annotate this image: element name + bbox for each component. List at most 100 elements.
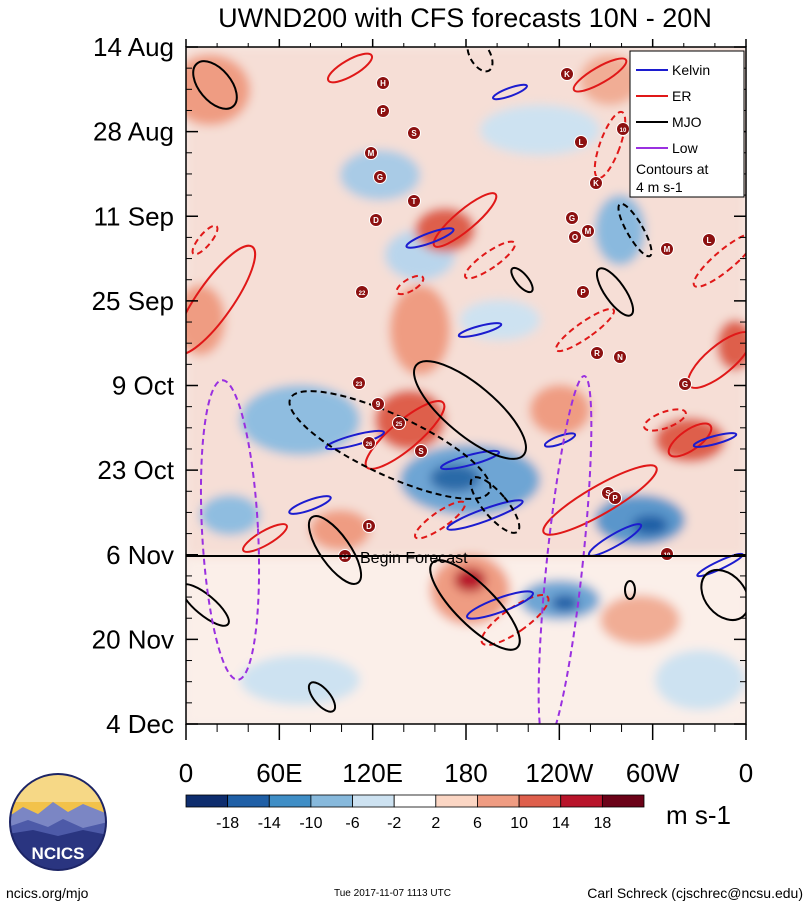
svg-text:D: D	[366, 522, 372, 531]
svg-text:K: K	[593, 179, 599, 188]
timestamp: Tue 2017-11-07 1113 UTC	[334, 888, 451, 899]
svg-text:29: 29	[342, 555, 349, 561]
colorbar-label: -18	[216, 815, 239, 832]
svg-text:M: M	[585, 227, 592, 236]
storm-marker: S	[414, 444, 428, 458]
colorbar-label: 10	[510, 815, 528, 832]
storm-marker: L	[702, 233, 716, 247]
storm-marker: K	[589, 176, 603, 190]
storm-marker: D	[362, 519, 376, 533]
legend-box	[629, 50, 745, 198]
svg-text:G: G	[377, 173, 383, 182]
er-contours-dashed	[191, 110, 746, 646]
colorbar-swatch	[352, 794, 395, 808]
legend-label-er: ER	[672, 88, 691, 104]
storm-marker: D	[369, 213, 383, 227]
x-tick-label: 60E	[256, 758, 302, 788]
legend-label-kelvin: Kelvin	[672, 62, 710, 78]
storm-marker: G	[565, 211, 579, 225]
colorbar-swatch	[227, 794, 270, 808]
y-tick-label: 9 Oct	[112, 371, 175, 401]
svg-text:S: S	[418, 447, 424, 456]
storm-marker: O	[568, 230, 582, 244]
svg-text:H: H	[380, 79, 386, 88]
svg-text:23: 23	[356, 382, 363, 388]
colorbar-unit: m s-1	[666, 800, 731, 830]
colorbar-swatch	[518, 794, 562, 808]
y-axis: 14 Aug 28 Aug 11 Sep 25 Sep 9 Oct 23 Oct 6 Nov…	[92, 32, 746, 739]
storm-marker: L	[574, 135, 588, 149]
svg-text:S: S	[605, 489, 611, 498]
storm-marker: G	[678, 377, 692, 391]
colorbar-label: -2	[387, 815, 401, 832]
colorbar-swatch	[435, 794, 478, 808]
y-tick-label: 11 Sep	[94, 201, 174, 231]
storm-marker: T	[407, 194, 421, 208]
x-tick-label: 120W	[525, 758, 593, 788]
svg-text:10: 10	[620, 128, 627, 134]
colorbar-swatch	[268, 794, 312, 808]
y-tick-label: 23 Oct	[97, 455, 174, 485]
x-tick-label: 0	[179, 758, 193, 788]
legend-label-low: Low	[672, 140, 699, 156]
svg-text:L: L	[707, 236, 712, 245]
low-contours	[199, 375, 593, 724]
storm-marker: P	[376, 104, 390, 118]
x-tick-label: 0	[739, 758, 753, 788]
author-credit: Carl Schreck (cjschrec@ncsu.edu)	[587, 885, 803, 901]
storm-marker: P	[608, 491, 622, 505]
colorbar-swatch	[185, 794, 229, 808]
colorbar-swatch	[393, 794, 437, 808]
storm-marker: M	[364, 146, 378, 160]
svg-text:O: O	[572, 233, 578, 242]
y-tick-label: 4 Dec	[106, 709, 174, 739]
ncics-logo: NCICS	[9, 773, 107, 871]
colorbar-label: -10	[299, 815, 322, 832]
y-tick-label: 14 Aug	[93, 32, 174, 62]
site-link[interactable]: ncics.org/mjo	[6, 885, 89, 901]
storm-marker: R	[590, 346, 604, 360]
storm-marker: G	[373, 170, 387, 184]
y-tick-label: 20 Nov	[92, 624, 174, 654]
storm-marker: 19	[660, 547, 674, 561]
colorbar-label: 2	[431, 815, 440, 832]
storm-marker: M	[660, 242, 674, 256]
x-tick-label: 180	[444, 758, 487, 788]
x-tick-label: 60W	[626, 758, 680, 788]
storm-marker: P	[576, 285, 590, 299]
svg-text:T: T	[412, 197, 417, 206]
svg-text:G: G	[569, 214, 575, 223]
storm-marker: 9	[371, 397, 385, 411]
storm-marker: H	[376, 76, 390, 90]
er-contours	[186, 52, 746, 553]
storm-marker: 25	[392, 416, 406, 430]
svg-text:P: P	[380, 107, 386, 116]
y-tick-label: 6 Nov	[106, 540, 174, 570]
colorbar-label: -14	[258, 815, 281, 832]
storm-marker: M	[581, 224, 595, 238]
legend-label-mjo: MJO	[672, 114, 702, 130]
svg-text:L: L	[579, 138, 584, 147]
tropical-cyclone-markers: HPKS10MGLKTDGMMLO22PRN23G92526SSPD2919	[338, 67, 716, 563]
storm-marker: 23	[352, 376, 366, 390]
svg-text:P: P	[612, 494, 618, 503]
y-tick-label: 28 Aug	[93, 117, 174, 147]
x-tick-label: 120E	[342, 758, 403, 788]
svg-text:22: 22	[359, 291, 366, 297]
colorbar-swatch	[601, 794, 645, 808]
storm-marker: S	[407, 126, 421, 140]
colorbar: -18 -14 -10 -6 -2 2 6 10 14 18	[185, 794, 645, 832]
x-axis: 0 60E 120E 180 120W 60W 0	[179, 39, 753, 788]
mjo-contours	[186, 60, 746, 713]
storm-marker: 22	[355, 285, 369, 299]
forecast-label: Begin Forecast	[360, 550, 468, 567]
colorbar-label: 18	[593, 815, 611, 832]
colorbar-swatch	[477, 794, 520, 808]
colorbar-label: 14	[552, 815, 570, 832]
svg-text:S: S	[411, 129, 417, 138]
colorbar-label: 6	[473, 815, 482, 832]
legend-note-1: Contours at	[636, 161, 708, 177]
chart-title: UWND200 with CFS forecasts 10N - 20N	[218, 3, 712, 33]
legend: Kelvin ER MJO Low Contours at 4 m s-1	[629, 50, 745, 198]
